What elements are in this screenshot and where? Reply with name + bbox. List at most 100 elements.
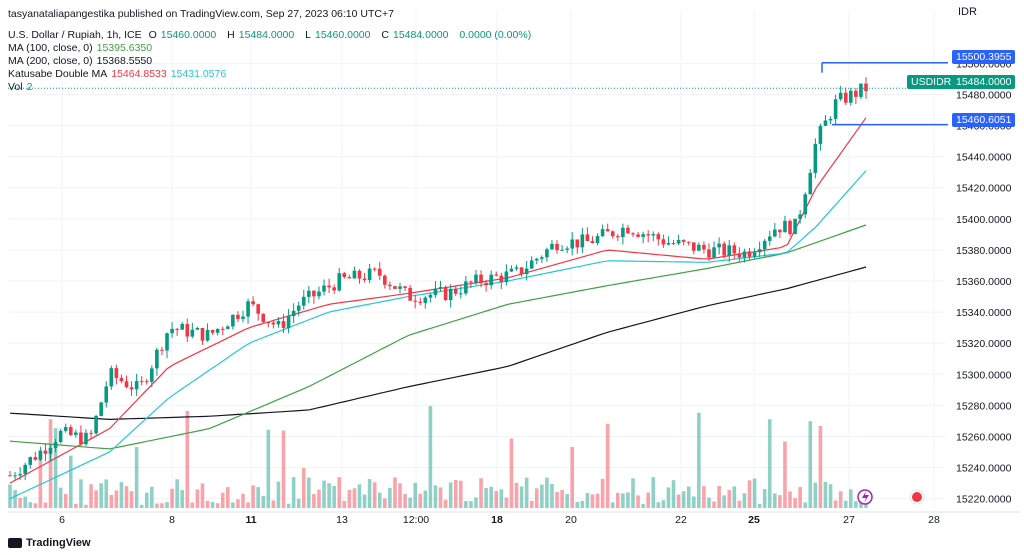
volume-bar: [783, 441, 787, 508]
change-value: 0.0000 (0.00%): [459, 29, 532, 41]
volume-bar: [144, 492, 149, 508]
candle-body: [296, 305, 301, 311]
volume-bar: [560, 489, 564, 508]
volume-bar: [585, 492, 590, 508]
x-tick-label: 11: [245, 514, 256, 526]
volume-bar: [160, 503, 164, 508]
volume-bar: [393, 477, 397, 508]
volume-bar: [352, 488, 357, 508]
candle-body: [190, 329, 195, 337]
candle-body: [519, 267, 524, 275]
y-tick-label: 15220.0000: [956, 494, 1012, 506]
candle-body: [28, 457, 33, 465]
candle-body: [23, 464, 27, 474]
candle-body: [828, 118, 833, 121]
symbol-name[interactable]: U.S. Dollar / Rupiah, 1h, ICE: [8, 29, 142, 41]
candle-body: [580, 234, 585, 248]
y-tick-label: 15280.0000: [956, 400, 1012, 412]
katusabe-legend[interactable]: Katusabe Double MA 15464.8533 15431.0576: [8, 68, 227, 80]
x-tick-label: 18: [491, 514, 503, 526]
volume-bar: [823, 481, 828, 508]
candle-body: [534, 258, 539, 261]
volume-bar: [676, 494, 681, 508]
volume-bar: [231, 502, 235, 508]
volume-bar: [139, 504, 144, 508]
volume-bar: [757, 503, 762, 508]
volume-bar: [185, 410, 190, 508]
volume-bar: [134, 447, 139, 508]
volume-bar: [737, 500, 742, 508]
volume-bar: [408, 497, 412, 508]
candle-body: [803, 194, 808, 215]
volume-bar: [372, 482, 377, 508]
volume-bar: [28, 502, 33, 508]
candle-body: [352, 270, 357, 279]
volume-bar: [312, 494, 316, 508]
x-axis[interactable]: 6 8 11 13 12:00 18 20 22 25 27 28: [8, 511, 1020, 526]
ma100-legend[interactable]: MA (100, close, 0) 15395.6350: [8, 42, 153, 54]
volume-bar: [337, 477, 342, 508]
volume-bar: [241, 493, 245, 508]
candle-body: [727, 245, 732, 256]
candle-body: [271, 322, 276, 325]
candle-body: [398, 286, 402, 289]
x-tick-label: 12:00: [403, 514, 429, 526]
candle-body: [79, 432, 83, 445]
ma200-legend[interactable]: MA (200, close, 0) 15368.5550: [8, 55, 153, 67]
candle-body: [448, 288, 453, 301]
tradingview-footer[interactable]: TradingView: [8, 537, 91, 549]
volume-legend[interactable]: Vol 2: [8, 81, 33, 93]
symbol-tag: USDIDR: [907, 75, 956, 89]
candle-body: [347, 277, 352, 279]
candle-body: [590, 240, 595, 244]
volume-bar: [636, 495, 640, 508]
volume-bar: [413, 482, 418, 508]
candle-body: [666, 243, 671, 245]
grid: [8, 10, 945, 510]
volume-bar: [443, 499, 448, 508]
candle-body: [236, 314, 240, 319]
candle-body: [509, 268, 514, 272]
candle-body: [58, 430, 63, 443]
candle-body: [357, 270, 362, 279]
candle-body: [215, 328, 220, 333]
candle-body: [84, 432, 88, 445]
y-tick-label: 15300.0000: [956, 369, 1012, 381]
volume-bar: [828, 484, 833, 508]
volume-bar: [129, 491, 134, 508]
volume-bar: [236, 499, 240, 508]
volume-bar: [180, 490, 185, 508]
volume-bar: [484, 487, 488, 508]
volume-bar: [540, 484, 544, 508]
volume-bar: [33, 503, 38, 508]
candle-body: [43, 450, 48, 454]
candle-body: [185, 324, 190, 337]
volume-bar: [23, 496, 27, 508]
currency-label[interactable]: IDR: [958, 6, 977, 18]
volume-bar: [79, 479, 83, 508]
volume-bar: [458, 480, 463, 508]
volume-bar: [646, 492, 651, 508]
candle-body: [276, 321, 281, 325]
volume-bars: [8, 406, 868, 508]
candle-body: [631, 233, 635, 235]
x-tick-label: 8: [169, 514, 175, 526]
volume-bar: [291, 477, 296, 508]
candle-body: [393, 286, 397, 289]
candle-body: [560, 249, 564, 251]
volume-bar: [99, 483, 103, 508]
candle-body: [489, 274, 493, 286]
candle-body: [686, 241, 691, 243]
candle-body: [200, 327, 205, 341]
volume-bar: [286, 503, 291, 508]
candle-body: [697, 244, 701, 251]
candle-body: [8, 475, 12, 477]
candle-body: [251, 301, 255, 305]
x-tick-label: 13: [336, 514, 348, 526]
candle-body: [170, 328, 174, 334]
candle-body: [474, 274, 478, 283]
candle-body: [205, 329, 210, 341]
symbol-row: U.S. Dollar / Rupiah, 1h, ICE O 15460.000…: [8, 29, 532, 41]
volume-bar: [778, 495, 782, 508]
